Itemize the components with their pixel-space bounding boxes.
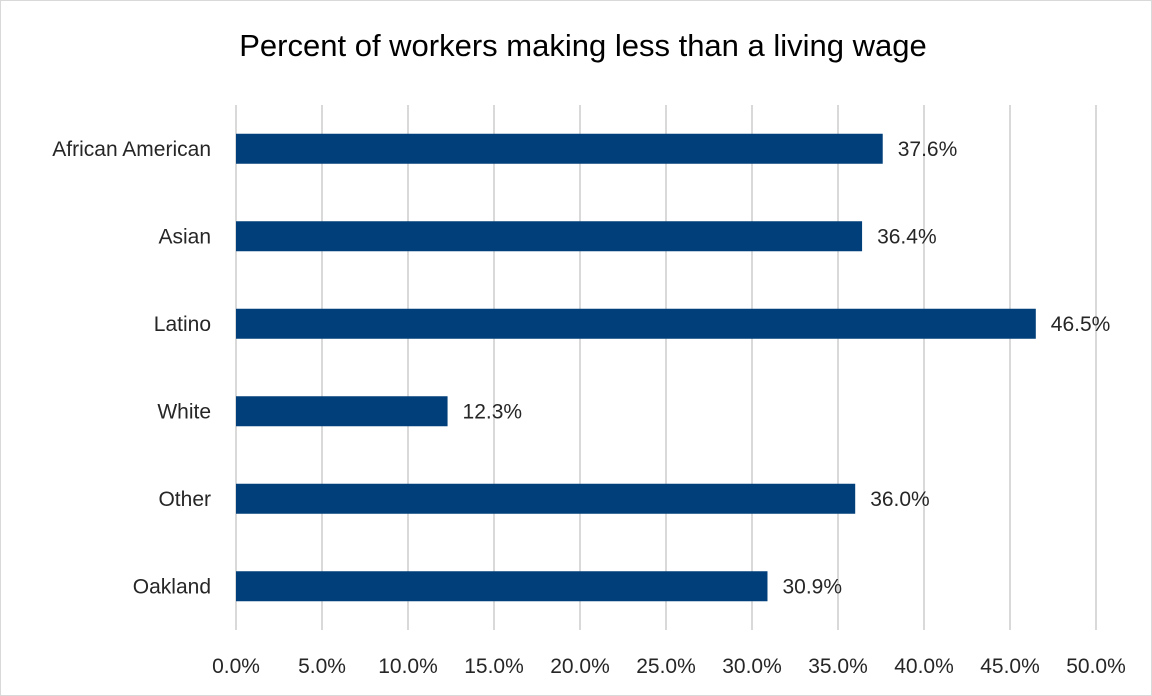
x-tick-label: 20.0%	[550, 655, 610, 678]
category-label: Latino	[154, 313, 211, 336]
x-tick-label: 10.0%	[378, 655, 438, 678]
x-tick-label: 0.0%	[212, 655, 260, 678]
bar	[236, 483, 856, 514]
data-label: 46.5%	[1051, 313, 1111, 336]
data-labels: 37.6% 36.4% 46.5% 12.3% 36.0% 30.9%	[463, 138, 1111, 599]
data-label: 12.3%	[463, 400, 523, 423]
gridlines	[235, 105, 1097, 630]
category-label: White	[157, 400, 211, 423]
category-label: Oakland	[133, 575, 211, 598]
bar	[236, 571, 768, 602]
x-tick-label: 30.0%	[722, 655, 782, 678]
chart-title: Percent of workers making less than a li…	[239, 28, 927, 63]
x-tick-label: 5.0%	[298, 655, 346, 678]
bar	[236, 221, 863, 252]
bar	[236, 133, 883, 164]
data-label: 36.0%	[870, 488, 930, 511]
x-tick-label: 35.0%	[808, 655, 868, 678]
bar	[236, 308, 1036, 339]
x-tick-label: 15.0%	[464, 655, 524, 678]
x-tick-label: 45.0%	[980, 655, 1040, 678]
category-label: African American	[52, 138, 211, 161]
data-label: 36.4%	[877, 225, 937, 248]
bar	[236, 396, 448, 427]
x-tick-label: 50.0%	[1066, 655, 1126, 678]
x-tick-label: 40.0%	[894, 655, 954, 678]
data-label: 37.6%	[898, 138, 958, 161]
x-tick-labels: 0.0% 5.0% 10.0% 15.0% 20.0% 25.0% 30.0% 35.0% 40…	[212, 655, 1126, 678]
category-label: Other	[158, 488, 211, 511]
x-tick-label: 25.0%	[636, 655, 696, 678]
category-labels: African American Asian Latino White Other Oak…	[52, 138, 211, 599]
bars	[236, 133, 1036, 602]
data-label: 30.9%	[782, 575, 842, 598]
category-label: Asian	[158, 225, 211, 248]
